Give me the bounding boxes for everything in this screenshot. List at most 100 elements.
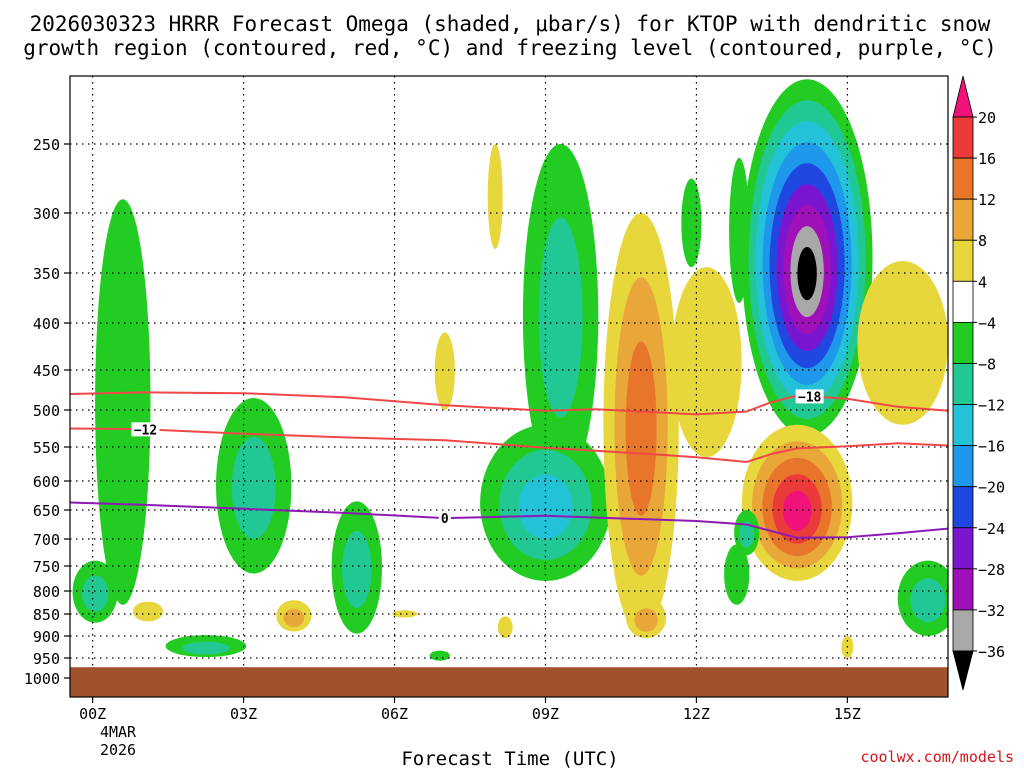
omega-cell-14-level-0 (729, 157, 750, 303)
colorbar-label-11: −28 (978, 561, 1005, 579)
colorbar-swatch-12 (952, 568, 974, 611)
omega-cell-0-level-0 (95, 199, 151, 605)
omega-cell-9-level-8 (797, 247, 817, 301)
omega-cell-13-level-1 (739, 521, 754, 548)
y-tick-label-550: 550 (33, 439, 60, 457)
omega-cell-22-level-0 (497, 616, 513, 639)
y-tick-label-900: 900 (33, 628, 60, 646)
colorbar-label-9: −20 (978, 479, 1005, 497)
colorbar-swatch-3 (952, 198, 974, 241)
colorbar-swatch-2 (952, 157, 974, 200)
colorbar-swatch-6 (952, 321, 974, 364)
date-label-month: 4MAR (100, 723, 137, 741)
ground-surface (70, 667, 948, 697)
omega-cell-4-level-1 (342, 530, 372, 609)
omega-cell-20-level-0 (132, 601, 164, 622)
colorbar-label-6: −8 (978, 355, 996, 373)
plot-frame (69, 75, 949, 698)
omega-cell-11-level-0 (857, 261, 948, 425)
colorbar-swatch-5 (952, 280, 974, 323)
colorbar-label-7: −12 (978, 397, 1005, 415)
x-tick-label-03Z: 03Z (230, 705, 257, 723)
colorbar-swatch-1 (952, 116, 974, 159)
contour-dendritic-upper (70, 391, 948, 416)
colorbar-label-12: −32 (978, 602, 1005, 620)
omega-cell-8-level-0 (671, 267, 742, 458)
colorbar-swatch-8 (952, 404, 974, 447)
omega-colorbar: 20 16 12 8 4 −4 −8 −12 −16 −20 −24 −28 −32 −36 (952, 75, 1005, 691)
y-tick-label-450: 450 (33, 362, 60, 380)
pressure-axis: 250 300 350 400 450 500 550 600 650 700 750 800 850 9… (24, 136, 70, 688)
date-label-year: 2026 (100, 741, 136, 759)
contour-label-bg-dendritic-upper (795, 389, 824, 404)
colorbar-swatch-11 (952, 527, 974, 570)
omega-cell-17-level-0 (487, 144, 503, 249)
colorbar-label-8: −16 (978, 438, 1005, 456)
omega-cell-5-level-1 (538, 217, 583, 418)
y-tick-label-500: 500 (33, 402, 60, 420)
omega-cell-2-level-1 (231, 436, 276, 539)
colorbar-swatch-10 (952, 486, 974, 529)
y-tick-label-350: 350 (33, 265, 60, 283)
colorbar-label-13: −36 (978, 643, 1005, 661)
x-axis-title: Forecast Time (UTC) (401, 748, 618, 768)
contour-label-dendritic-upper: −18 (798, 390, 822, 405)
omega-cell-21-level-0 (392, 610, 418, 618)
time-axis: 00Z 03Z 06Z 09Z 12Z 15Z (79, 697, 861, 723)
y-tick-label-600: 600 (33, 473, 60, 491)
y-tick-label-850: 850 (33, 606, 60, 624)
y-tick-label-800: 800 (33, 583, 60, 601)
colorbar-label-0: 20 (978, 109, 996, 127)
colorbar-top-arrow (952, 75, 974, 118)
x-tick-label-00Z: 00Z (79, 705, 106, 723)
chart-title-line-2: growth region (contoured, red, °C) and f… (23, 36, 997, 60)
grid-lines (70, 76, 948, 697)
omega-cell-6-level-2 (518, 474, 573, 540)
colorbar-label-1: 16 (978, 150, 996, 168)
omega-cell-25-level-0 (724, 544, 750, 605)
omega-cell-18-level-0 (434, 332, 455, 411)
y-tick-label-750: 750 (33, 558, 60, 576)
y-tick-label-950: 950 (33, 650, 60, 668)
x-tick-label-06Z: 06Z (381, 705, 408, 723)
omega-cell-12-level-1 (910, 578, 946, 623)
colorbar-label-5: −4 (978, 314, 996, 332)
x-tick-label-15Z: 15Z (834, 705, 861, 723)
omega-cell-1-level-1 (82, 575, 109, 612)
omega-cell-15-level-0 (681, 178, 702, 268)
source-credit: coolwx.com/models (860, 748, 1014, 766)
contour-label-bg-freezing-level (438, 511, 451, 526)
colorbar-label-10: −24 (978, 520, 1005, 538)
omega-cell-16-level-1 (634, 608, 658, 632)
colorbar-swatch-4 (952, 239, 974, 282)
y-tick-label-1000: 1000 (24, 670, 60, 688)
contour-label-dendritic-lower: −12 (134, 423, 157, 438)
colorbar-swatch-9 (952, 445, 974, 488)
y-tick-label-250: 250 (33, 136, 60, 154)
y-tick-label-700: 700 (33, 531, 60, 549)
omega-cell-10-level-4 (782, 490, 812, 532)
colorbar-swatch-13 (952, 609, 974, 652)
omega-cell-7-level-2 (625, 341, 657, 516)
y-tick-label-650: 650 (33, 502, 60, 520)
colorbar-label-3: 8 (978, 232, 987, 250)
x-tick-label-09Z: 09Z (532, 705, 559, 723)
x-tick-label-12Z: 12Z (683, 705, 710, 723)
omega-cell-23-level-0 (429, 650, 450, 661)
y-tick-label-300: 300 (33, 205, 60, 223)
omega-cell-19-level-1 (283, 608, 305, 628)
temperature-contours: −18 −12 0 (70, 389, 948, 539)
colorbar-label-4: 4 (978, 273, 987, 291)
omega-cell-3-level-1 (182, 641, 230, 655)
contour-dendritic-lower (70, 427, 948, 464)
contour-label-bg-dendritic-lower (131, 422, 160, 437)
colorbar-swatch-7 (952, 363, 974, 405)
contour-freezing-level (70, 501, 948, 539)
colorbar-label-2: 12 (978, 191, 996, 209)
y-tick-label-400: 400 (33, 315, 60, 333)
contour-label-freezing-level: 0 (441, 512, 449, 527)
colorbar-bottom-arrow (952, 650, 974, 691)
chart-title-line-1: 2026030323 HRRR Forecast Omega (shaded, … (30, 12, 991, 36)
omega-shading (72, 79, 948, 661)
